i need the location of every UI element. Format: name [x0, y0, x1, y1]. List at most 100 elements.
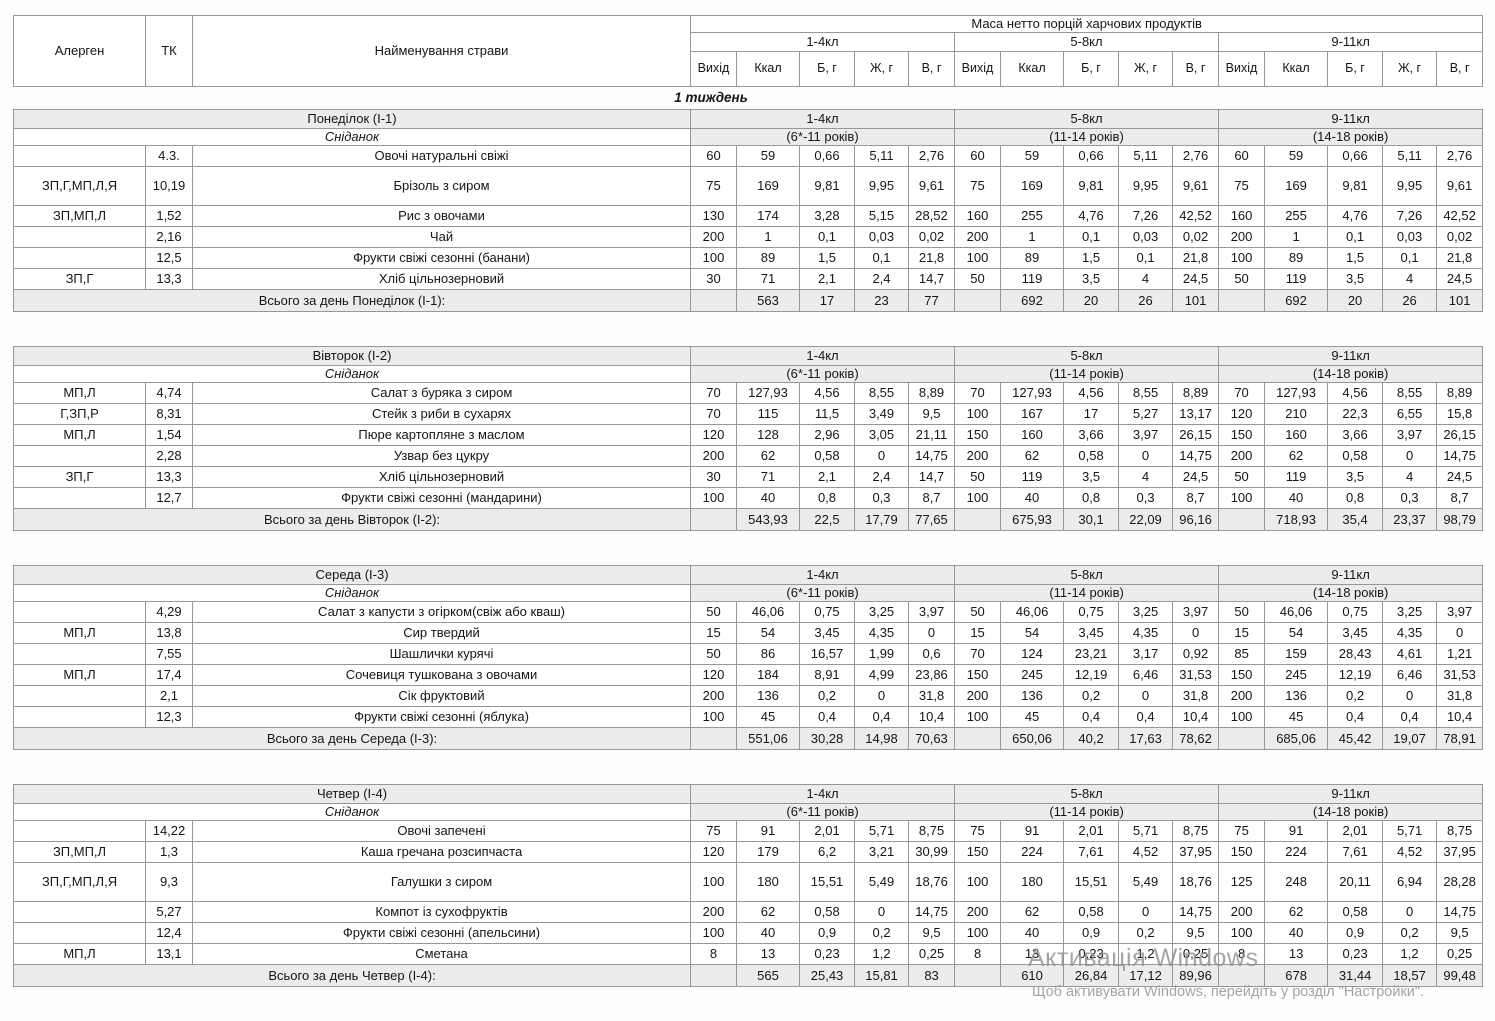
- fat-value: 0: [854, 685, 910, 707]
- day-table: Середа (I-3) 1-4кл 5-8кл 9-11кл Сніданок (6*-…: [12, 565, 1484, 750]
- fat-value: 3,97: [1382, 424, 1438, 446]
- kcal-value: 1: [1264, 226, 1329, 248]
- carbs-value: 0: [1436, 622, 1484, 644]
- total-carbs-value: 89,96: [1172, 964, 1220, 987]
- allergen-cell: [13, 685, 146, 707]
- tk-cell: 12,3: [145, 706, 193, 728]
- dish-name: Фрукти свіжі сезонні (яблука): [191, 706, 692, 728]
- tk-cell: 1,54: [145, 424, 193, 446]
- portion-value: 150: [1218, 424, 1266, 446]
- carbs-value: 24,5: [1436, 268, 1484, 290]
- carbs-value: 21,11: [907, 424, 956, 446]
- fat-value: 0: [1382, 685, 1438, 707]
- kcal-value: 62: [736, 901, 801, 923]
- fat-value: 2,4: [854, 466, 909, 488]
- protein-value: 3,5: [1063, 268, 1120, 290]
- allergen-cell: МП,Л: [13, 382, 146, 404]
- kcal-value: 255: [1000, 205, 1065, 227]
- protein-value: 3,45: [1327, 622, 1384, 644]
- fat-value: 5,15: [854, 205, 909, 227]
- tk-cell: 7,55: [145, 643, 193, 665]
- protein-value: 0,1: [799, 226, 855, 248]
- total-protein-value: 30,1: [1063, 508, 1120, 531]
- kcal-value: 40: [1264, 487, 1329, 509]
- kcal-value: 136: [1000, 685, 1065, 707]
- col-header-fat-value: Ж, г: [854, 51, 909, 87]
- tk-cell: 9,3: [145, 862, 193, 902]
- fat-value: 0,3: [1382, 487, 1438, 509]
- carbs-value: 21,8: [907, 247, 956, 269]
- dish-name: Овочі запечені: [191, 820, 692, 842]
- kcal-value: 179: [736, 841, 801, 863]
- col-header-tk: ТК: [145, 15, 193, 87]
- kcal-value: 91: [1264, 820, 1329, 842]
- portion-value: 125: [1218, 862, 1266, 902]
- protein-value: 8,91: [799, 664, 856, 686]
- kcal-value: 40: [1000, 487, 1065, 509]
- age-group-label: (14-18 років): [1218, 128, 1484, 146]
- carbs-value: 0,92: [1172, 643, 1220, 665]
- fat-value: 0,4: [1118, 706, 1174, 728]
- fat-value: 0,2: [1382, 922, 1438, 944]
- class-group-label: 9-11кл: [1218, 565, 1484, 585]
- protein-value: 0,8: [1063, 487, 1120, 509]
- protein-value: 0,75: [799, 601, 856, 623]
- tk-cell: 2,28: [145, 445, 193, 467]
- fat-value: 5,27: [1118, 403, 1174, 425]
- total-fat-value: 19,07: [1382, 727, 1438, 750]
- allergen-cell: [13, 901, 146, 923]
- kcal-value: 59: [1000, 145, 1065, 167]
- total-portion-empty: [1218, 508, 1266, 531]
- kcal-value: 71: [736, 466, 800, 488]
- protein-value: 11,5: [799, 403, 855, 425]
- total-fat-value: 23,37: [1382, 508, 1438, 531]
- meal-title: Сніданок: [13, 128, 691, 146]
- carbs-value: 0: [908, 622, 956, 644]
- carbs-value: 8,89: [907, 382, 956, 404]
- protein-value: 3,5: [1327, 466, 1384, 488]
- total-carbs-value: 96,16: [1172, 508, 1220, 531]
- col-header-allergen: Алерген: [13, 15, 146, 87]
- tk-cell: 13,3: [145, 466, 193, 488]
- total-fat-value: 17,12: [1118, 964, 1174, 987]
- dish-name: Хліб цільнозерновий: [192, 268, 691, 290]
- portion-value: 120: [690, 664, 738, 686]
- day-header-row: Понеділок (I-1) 1-4кл 5-8кл 9-11кл: [13, 109, 1484, 129]
- allergen-cell: ЗП,МП,Л: [13, 205, 146, 227]
- portion-value: 150: [954, 424, 1002, 446]
- protein-value: 3,5: [1063, 466, 1120, 488]
- tk-cell: 17,4: [145, 664, 193, 686]
- carbs-value: 31,53: [1436, 664, 1484, 686]
- fat-value: 7,26: [1382, 205, 1438, 227]
- protein-value: 7,61: [1327, 841, 1384, 863]
- dish-name: Шашлички курячі: [191, 643, 692, 665]
- fat-value: 5,11: [1118, 145, 1174, 167]
- protein-value: 0,66: [1063, 145, 1120, 167]
- allergen-cell: Г,ЗП,Р: [13, 403, 146, 425]
- portion-value: 100: [690, 862, 738, 902]
- age-group-label: (14-18 років): [1218, 803, 1484, 821]
- total-protein-value: 30,28: [799, 727, 856, 750]
- portion-value: 60: [1218, 145, 1266, 167]
- total-fat-value: 15,81: [854, 964, 910, 987]
- fat-value: 1,2: [854, 943, 910, 965]
- portion-value: 75: [954, 166, 1002, 206]
- protein-value: 20,11: [1327, 862, 1384, 902]
- allergen-cell: [13, 601, 146, 623]
- carbs-value: 24,5: [1172, 268, 1220, 290]
- portion-value: 60: [690, 145, 737, 167]
- kcal-value: 180: [736, 862, 801, 902]
- portion-value: 30: [690, 268, 737, 290]
- protein-value: 0,75: [1063, 601, 1120, 623]
- day-total-row: Всього за день Понеділок (I-1): 563 17 23 77…: [13, 289, 1484, 312]
- fat-value: 1,2: [1118, 943, 1174, 965]
- col-header-carbs-value: В, г: [1172, 51, 1219, 87]
- fat-value: 0,3: [1118, 487, 1174, 509]
- carbs-value: 14,75: [1172, 445, 1220, 467]
- total-fat-value: 18,57: [1382, 964, 1438, 987]
- fat-value: 4,35: [1382, 622, 1438, 644]
- fat-value: 1,2: [1382, 943, 1438, 965]
- total-portion-empty: [954, 508, 1002, 531]
- total-carbs-value: 101: [1172, 289, 1220, 312]
- portion-value: 130: [690, 205, 737, 227]
